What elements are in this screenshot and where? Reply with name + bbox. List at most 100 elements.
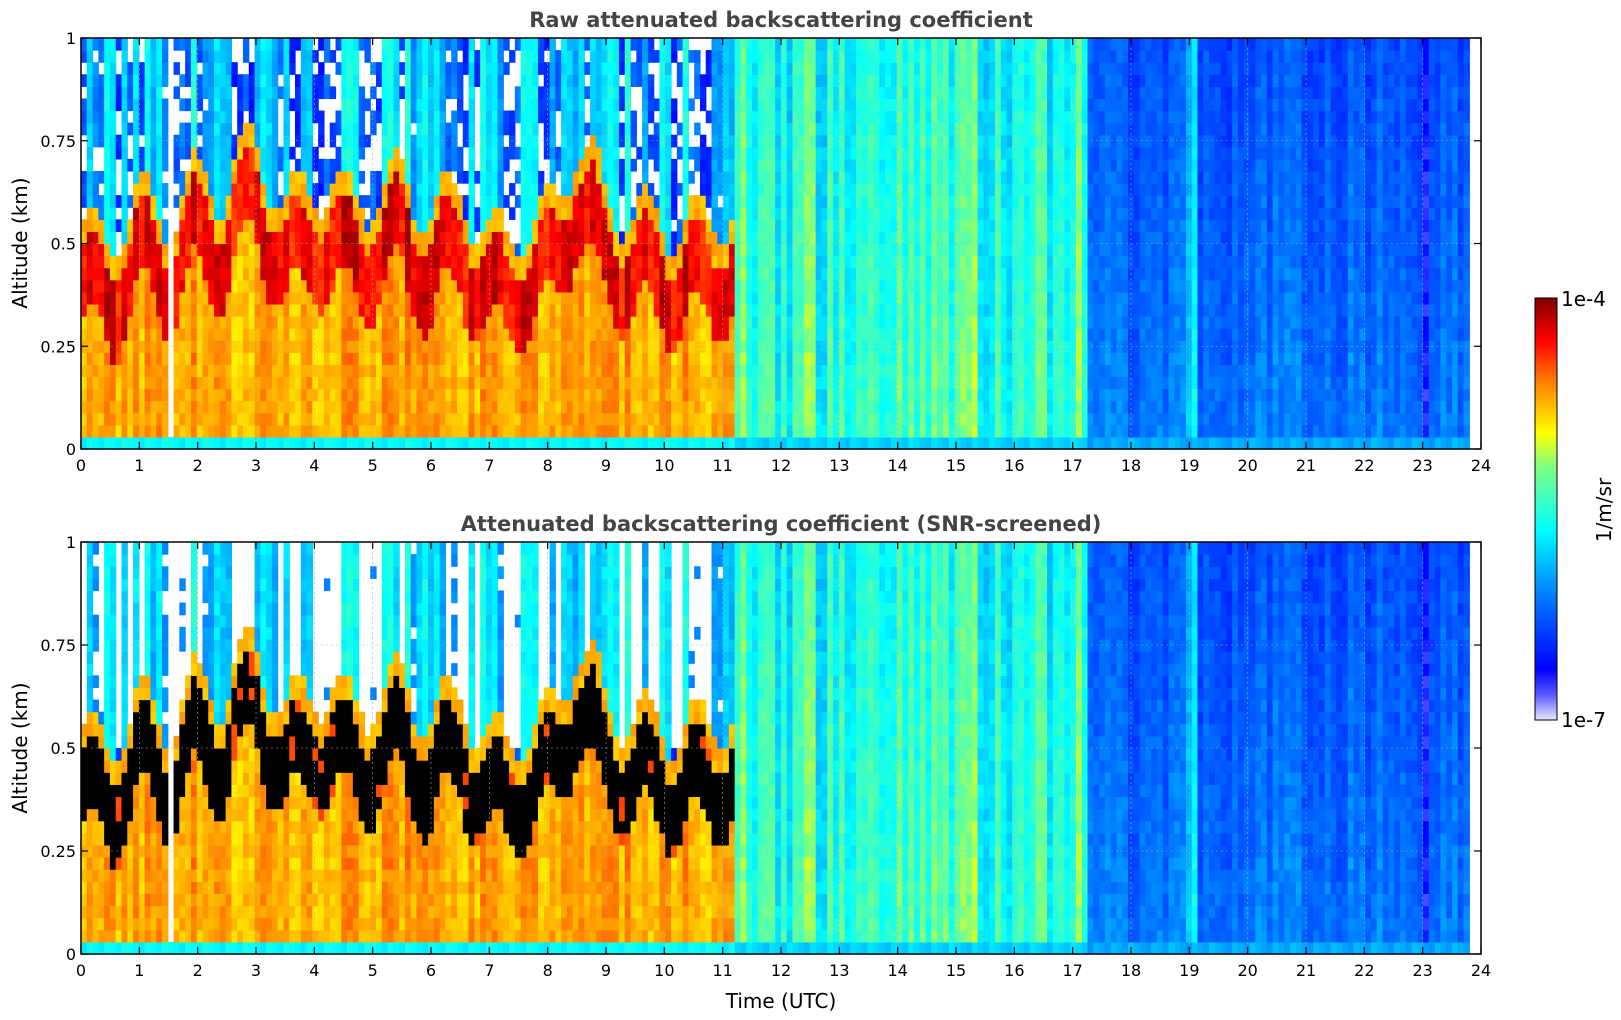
heatmap-cell — [555, 74, 562, 87]
heatmap-cell — [844, 436, 851, 450]
heatmap-cell — [682, 158, 689, 172]
heatmap-cell — [786, 86, 794, 100]
heatmap-cell — [630, 340, 637, 353]
heatmap-cell — [474, 376, 481, 390]
heatmap-cell — [81, 255, 88, 269]
heatmap-cell — [133, 400, 140, 414]
heatmap-cell — [202, 122, 209, 136]
heatmap-cell — [833, 158, 840, 172]
heatmap-cell — [480, 400, 487, 414]
heatmap-cell — [931, 122, 938, 136]
heatmap-cell — [821, 316, 828, 329]
heatmap-cell — [942, 279, 950, 293]
heatmap-cell — [231, 328, 238, 341]
heatmap-cell — [300, 219, 308, 233]
heatmap-cell — [752, 146, 759, 160]
heatmap-cell — [775, 50, 782, 63]
heatmap-cell — [537, 400, 545, 414]
heatmap-cell — [636, 352, 643, 365]
heatmap-cell — [352, 424, 360, 438]
heatmap-cell — [647, 436, 655, 450]
heatmap-cell — [497, 62, 504, 75]
heatmap-cell — [196, 364, 204, 378]
heatmap-cell — [665, 267, 672, 281]
heatmap-cell — [746, 243, 753, 257]
heatmap-cell — [214, 303, 221, 317]
heatmap-cell — [665, 98, 672, 112]
heatmap-cell — [780, 62, 788, 75]
heatmap-cell — [642, 400, 649, 414]
heatmap-cell — [295, 364, 302, 378]
heatmap-cell — [283, 303, 290, 317]
heatmap-cell — [671, 110, 678, 124]
heatmap-cell — [798, 400, 805, 414]
heatmap-cell — [399, 243, 406, 257]
heatmap-cell — [705, 219, 713, 233]
heatmap-cell — [289, 376, 296, 390]
heatmap-cell — [491, 267, 499, 281]
heatmap-cell — [474, 207, 481, 220]
heatmap-cell — [971, 207, 979, 220]
heatmap-cell — [728, 74, 736, 87]
heatmap-cell — [144, 74, 152, 87]
heatmap-cell — [381, 352, 389, 365]
heatmap-cell — [688, 279, 695, 293]
heatmap-cell — [954, 38, 961, 51]
heatmap-cell — [92, 267, 99, 281]
heatmap-cell — [561, 267, 568, 281]
heatmap-cell — [566, 98, 574, 112]
heatmap-cell — [723, 376, 730, 390]
heatmap-cell — [780, 110, 788, 124]
heatmap-cell — [931, 170, 938, 184]
heatmap-cell — [416, 376, 423, 390]
heatmap-cell — [271, 219, 279, 233]
heatmap-cell — [572, 134, 580, 148]
heatmap-cell — [676, 291, 684, 305]
heatmap-cell — [208, 86, 215, 100]
heatmap-cell — [121, 303, 128, 317]
heatmap-cell — [746, 267, 753, 281]
heatmap-cell — [219, 243, 227, 257]
heatmap-cell — [451, 376, 458, 390]
heatmap-cell — [173, 231, 180, 245]
heatmap-cell — [931, 195, 938, 208]
heatmap-cell — [410, 352, 418, 365]
heatmap-cell — [300, 170, 308, 184]
heatmap-cell — [532, 352, 539, 365]
heatmap-cell — [676, 340, 684, 353]
heatmap-cell — [717, 183, 724, 196]
heatmap-cell — [769, 74, 776, 87]
heatmap-cell — [445, 195, 452, 208]
heatmap-cell — [861, 38, 869, 51]
heatmap-cell — [682, 219, 689, 233]
heatmap-cell — [804, 255, 811, 269]
heatmap-cell — [283, 170, 290, 184]
heatmap-cell — [266, 122, 273, 136]
heatmap-cell — [879, 62, 886, 75]
heatmap-cell — [827, 255, 834, 269]
heatmap-cell — [422, 207, 429, 220]
heatmap-cell — [138, 364, 146, 378]
heatmap-cell — [642, 50, 649, 63]
heatmap-cell — [613, 267, 620, 281]
heatmap-cell — [757, 38, 765, 51]
heatmap-cell — [86, 50, 94, 63]
heatmap-cell — [306, 388, 313, 402]
heatmap-cell — [480, 243, 487, 257]
heatmap-cell — [300, 364, 308, 378]
heatmap-cell — [752, 291, 759, 305]
heatmap-cell — [491, 219, 499, 233]
heatmap-cell — [185, 352, 192, 365]
heatmap-cell — [266, 400, 273, 414]
heatmap-cell — [971, 86, 979, 100]
heatmap-cell — [347, 146, 354, 160]
heatmap-cell — [977, 279, 985, 293]
heatmap-cell — [312, 388, 319, 402]
heatmap-cell — [254, 170, 261, 184]
heatmap-cell — [572, 170, 580, 184]
heatmap-cell — [323, 50, 331, 63]
heatmap-cell — [867, 158, 875, 172]
heatmap-cell — [318, 436, 325, 450]
heatmap-cell — [838, 364, 846, 378]
heatmap-cell — [919, 364, 927, 378]
